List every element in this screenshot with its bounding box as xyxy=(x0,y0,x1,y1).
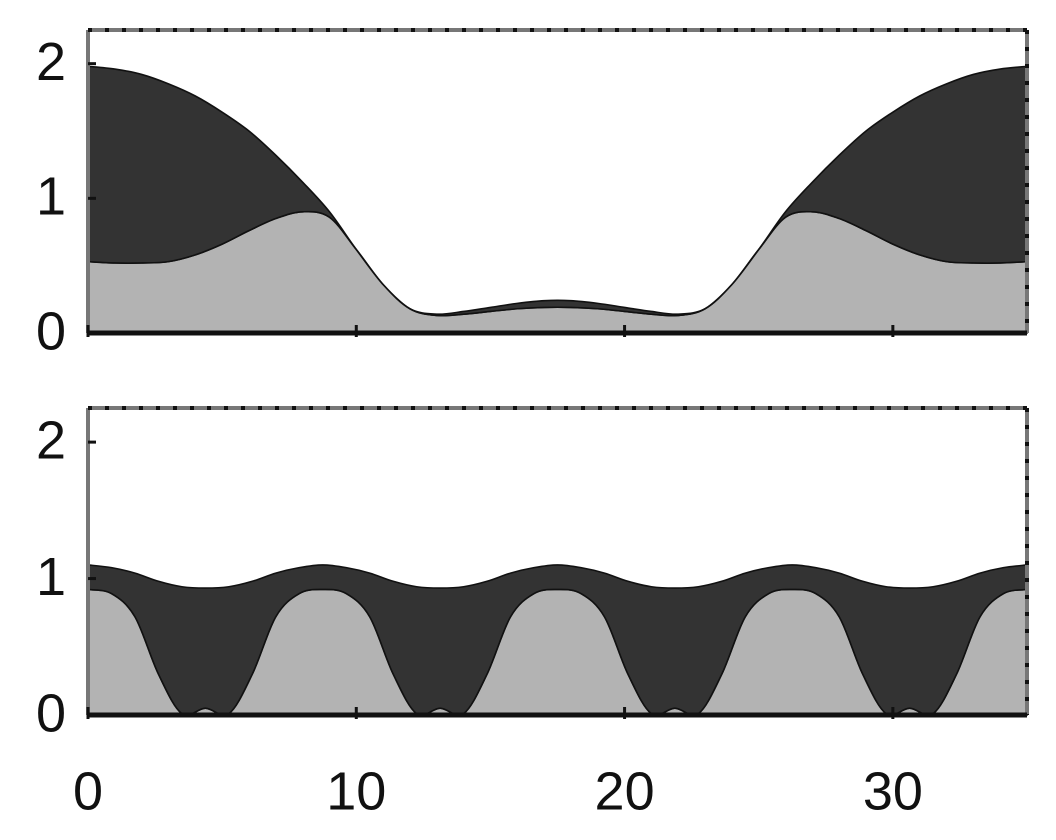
y-tick-label: 1 xyxy=(36,547,66,607)
y-tick-label: 2 xyxy=(36,32,66,92)
x-tick-label: 30 xyxy=(863,761,923,821)
y-tick-label: 0 xyxy=(36,301,66,361)
y-tick-label: 2 xyxy=(36,410,66,470)
y-tick-label: 1 xyxy=(36,167,66,227)
x-tick-label: 0 xyxy=(73,761,103,821)
panel: 0 1 2 xyxy=(36,28,1029,361)
x-tick-label: 10 xyxy=(326,761,386,821)
y-tick-label: 0 xyxy=(36,683,66,743)
x-tick-label: 20 xyxy=(595,761,655,821)
